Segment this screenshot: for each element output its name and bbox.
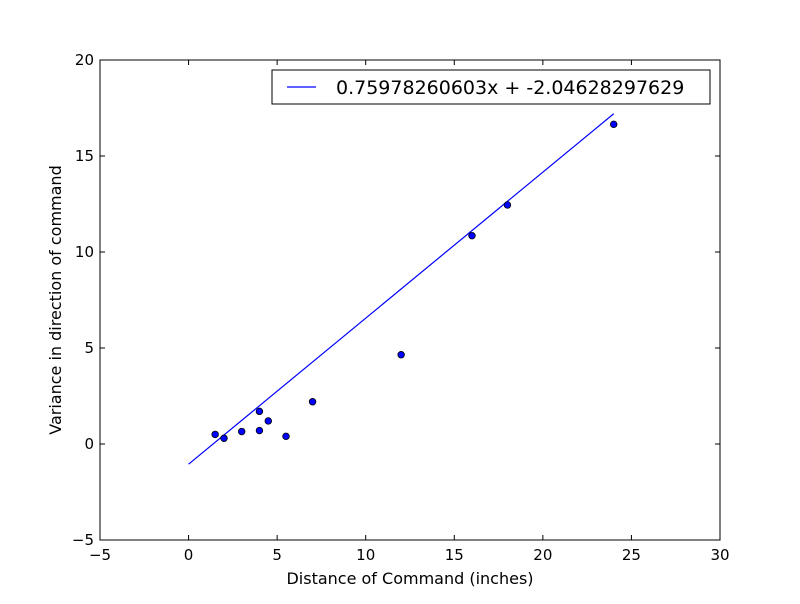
data-point — [282, 432, 290, 441]
plot-frame — [99, 59, 721, 541]
data-point — [397, 351, 405, 359]
legend-entry-label: 0.75978260603x + -2.04628297629 — [336, 77, 684, 99]
x-tick-label: −5 — [89, 546, 111, 564]
x-axis-label: Distance of Command (inches) — [286, 569, 533, 588]
fit-line-layer — [188, 113, 615, 465]
data-point — [610, 120, 618, 129]
y-axis-label: Variance in direction of command — [46, 165, 65, 434]
x-tick-label: 10 — [356, 546, 375, 564]
y-tick-label: 5 — [84, 339, 94, 357]
x-tick-label: 25 — [622, 546, 641, 564]
data-points — [211, 120, 618, 442]
y-tick-label: 15 — [75, 147, 94, 165]
x-tick-label: 30 — [710, 546, 729, 564]
x-tick-label: 15 — [445, 546, 464, 564]
legend-box — [271, 69, 711, 105]
data-point — [255, 426, 264, 435]
y-tick-label: 10 — [75, 243, 94, 261]
legend: 0.75978260603x + -2.04628297629 — [271, 69, 711, 105]
y-tick-label: 20 — [75, 51, 94, 69]
y-tick-label: −5 — [72, 531, 94, 549]
data-point — [308, 398, 317, 406]
data-point — [211, 430, 219, 439]
axis-ticks: −5 0 5 10 15 20 25 30 −5 0 5 10 15 20 — [72, 51, 730, 564]
data-point — [255, 407, 264, 416]
data-point — [264, 417, 272, 425]
fit-line — [188, 113, 615, 465]
data-point — [468, 231, 476, 240]
y-tick-label: 0 — [84, 435, 94, 453]
x-tick-label: 0 — [184, 546, 194, 564]
data-point — [238, 427, 246, 436]
data-point — [220, 434, 228, 442]
x-tick-label: 5 — [272, 546, 282, 564]
plot-area — [99, 59, 721, 541]
x-tick-label: 20 — [533, 546, 552, 564]
data-point — [503, 201, 512, 209]
